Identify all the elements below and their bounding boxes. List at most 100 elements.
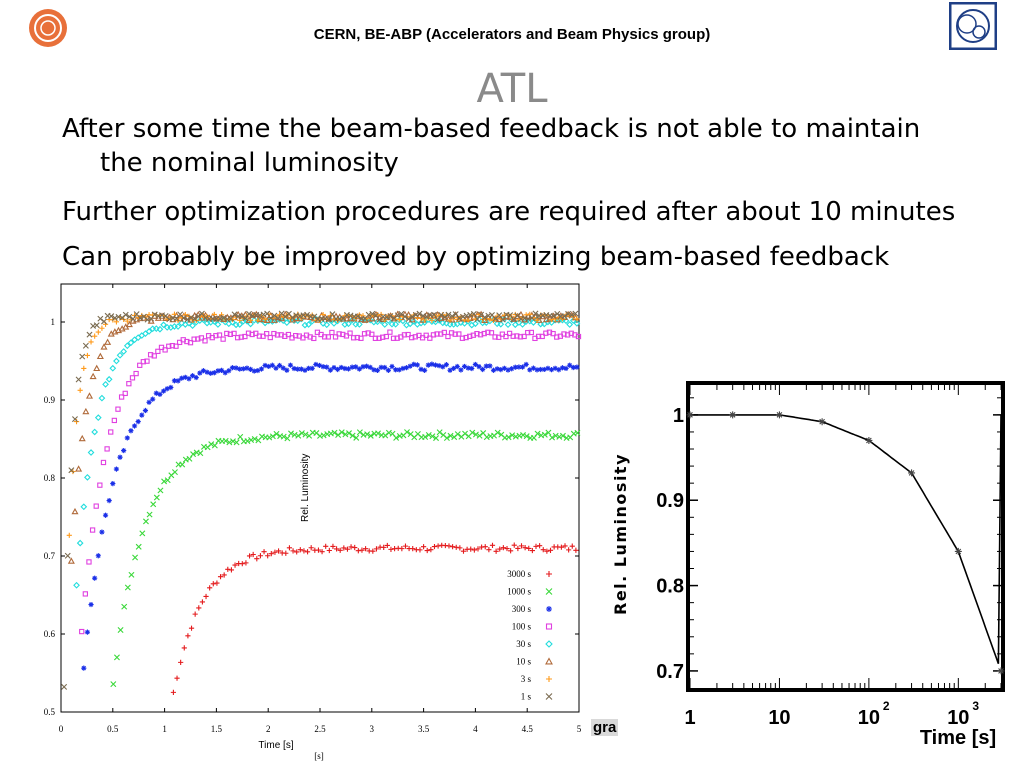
data-point-3000s	[428, 547, 434, 553]
data-point-100s	[198, 335, 205, 341]
data-point-1s	[528, 314, 535, 321]
data-point-30s	[98, 394, 106, 402]
data-point-30s	[87, 449, 95, 456]
data-point-3000s	[185, 633, 191, 639]
data-point-1s	[264, 310, 271, 317]
data-point-1000s	[338, 429, 345, 436]
data-point-300s	[538, 366, 544, 373]
data-point-100s	[191, 336, 197, 342]
data-point-3000s	[421, 544, 427, 550]
data-point-100s	[126, 381, 132, 387]
data-point-300s	[487, 363, 493, 369]
data-point-1000s	[483, 434, 490, 441]
data-point-3s	[396, 316, 402, 323]
data-point-30s	[84, 473, 91, 481]
legend-label: 300 s	[512, 604, 532, 614]
x-tick-label: 10	[768, 707, 790, 729]
data-point-100s	[147, 352, 154, 358]
data-point-30s	[247, 320, 254, 328]
legend-marker	[545, 693, 553, 700]
data-point-300s	[530, 365, 537, 371]
x-tick-label: 1	[684, 707, 695, 729]
data-point-1000s	[186, 455, 193, 462]
data-point-100s	[405, 331, 411, 338]
data-point-30s	[91, 428, 99, 436]
data-point-1000s	[436, 429, 443, 436]
data-point-1s	[271, 312, 278, 319]
data-point-300s	[443, 362, 449, 368]
extra-axis-label: [s]	[314, 751, 324, 761]
legend-marker	[545, 623, 553, 630]
data-point-3000s	[203, 593, 209, 600]
data-point-30s	[156, 325, 164, 333]
data-point-3s	[66, 532, 72, 538]
data-point-300s	[371, 367, 377, 373]
x-tick-label: 3.5	[418, 724, 430, 734]
data-point-300s	[501, 365, 508, 371]
data-point-3000s	[533, 543, 539, 549]
data-point-100s	[496, 334, 502, 340]
data-point-100s	[347, 330, 353, 336]
data-point-3000s	[178, 659, 184, 665]
data-point-1s	[191, 315, 198, 322]
data-point-30s	[236, 321, 244, 328]
data-point-300s	[95, 553, 101, 559]
data-point-1s	[438, 311, 445, 318]
data-point-300s	[509, 366, 515, 372]
data-point-300s	[164, 386, 170, 392]
y-tick-label: 0.8	[44, 473, 56, 483]
data-point-100s	[322, 334, 328, 340]
x-tick-label: 2.5	[314, 724, 326, 734]
data-point-300s	[574, 364, 580, 370]
data-point-300s	[396, 367, 402, 373]
data-point-3000s	[384, 542, 390, 549]
data-point-300s	[374, 367, 381, 373]
data-point-300s	[276, 362, 283, 369]
data-point-300s	[197, 370, 203, 376]
data-point-1000s	[244, 438, 251, 445]
data-point-300s	[142, 407, 149, 414]
legend-marker	[545, 588, 553, 595]
x-tick-label: 10	[858, 707, 880, 729]
data-point-1000s	[171, 469, 178, 476]
data-point-1000s	[556, 433, 563, 440]
data-point-300s	[182, 374, 188, 380]
data-point-100s	[492, 334, 498, 340]
data-point-100s	[539, 333, 545, 340]
data-point-30s	[102, 380, 109, 388]
data-point-300s	[215, 368, 221, 374]
data-point-300s	[262, 362, 268, 369]
data-point-300s	[117, 454, 123, 460]
data-point-100s	[434, 331, 440, 337]
data-point-10s	[82, 407, 90, 415]
data-point-3000s	[457, 545, 463, 551]
data-point-30s	[229, 318, 236, 326]
y-axis-label: Rel. Luminosity	[611, 453, 630, 615]
data-point-1000s	[454, 431, 461, 438]
data-point-100s	[195, 336, 201, 342]
data-point-1000s	[124, 584, 131, 591]
data-point-1000s	[534, 430, 541, 437]
data-point-100s	[93, 503, 99, 509]
data-point-100s	[140, 359, 147, 365]
data-point-1s	[325, 316, 332, 323]
x-tick-label: 1	[162, 724, 167, 734]
data-point-1000s	[208, 441, 215, 448]
data-point-100s	[89, 527, 96, 533]
data-point-30s	[410, 317, 418, 325]
data-point-10s	[104, 338, 112, 345]
data-point-3000s	[275, 548, 282, 554]
data-point-300s	[458, 367, 464, 373]
data-point-1s	[394, 312, 401, 319]
data-point-100s	[137, 362, 143, 368]
data-point-100s	[300, 335, 306, 341]
data-point-100s	[231, 330, 237, 337]
data-point-30s	[178, 319, 186, 327]
data-point-1s	[249, 312, 256, 319]
data-point-100s	[340, 331, 346, 338]
data-point-3000s	[540, 547, 546, 553]
data-point-300s	[476, 364, 482, 370]
data-point-1s	[572, 310, 579, 317]
data-point-300s	[302, 367, 308, 373]
data-point-100s	[390, 335, 397, 341]
